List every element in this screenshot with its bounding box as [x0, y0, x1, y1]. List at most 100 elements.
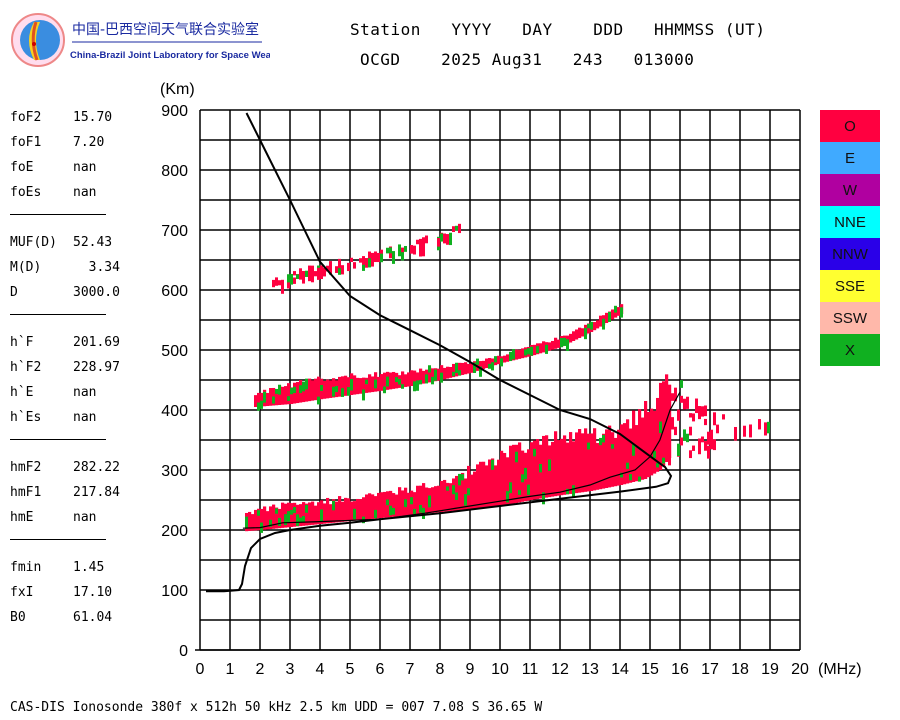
- echo-mark-x: [416, 380, 419, 391]
- echo-mark-o: [365, 494, 369, 520]
- echo-mark-x: [461, 474, 464, 481]
- echo-mark-o: [554, 337, 558, 349]
- param-label: hmE: [10, 510, 34, 525]
- echo-mark: [281, 281, 284, 294]
- echo-mark: [695, 404, 698, 414]
- echo-mark-x: [440, 372, 443, 383]
- x-tick-label: 6: [376, 661, 385, 678]
- param-value: nan: [73, 185, 97, 200]
- echo-mark-x: [626, 462, 629, 469]
- x-tick-label: 4: [316, 661, 325, 678]
- echo-mark: [365, 258, 368, 268]
- echo-mark-x: [353, 508, 356, 520]
- echo-mark-o: [374, 496, 378, 519]
- echo-mark: [326, 265, 329, 272]
- echo-mark-o: [380, 374, 384, 391]
- echo-mark-o: [344, 375, 348, 396]
- y-tick-label: 200: [161, 523, 188, 540]
- param-label: foF1: [10, 135, 42, 150]
- echo-mark-o: [656, 397, 660, 472]
- echo-mark-o: [569, 333, 573, 343]
- param-label: M(D): [10, 260, 42, 275]
- lab-logo: 中国-巴西空间天气联合实验室 China-Brazil Joint Labora…: [11, 13, 270, 67]
- echo-mark-o: [293, 382, 297, 404]
- echo-mark: [767, 421, 770, 434]
- echo-mark-o: [395, 494, 399, 517]
- echo-mark-x: [545, 344, 548, 354]
- echo-mark-x: [530, 346, 533, 356]
- echo-mark: [677, 409, 680, 421]
- echo-mark: [338, 258, 341, 269]
- param-label: h`F2: [10, 360, 42, 375]
- echo-mark-o: [452, 363, 456, 378]
- echo-mark: [416, 239, 419, 245]
- echo-mark-o: [548, 342, 552, 351]
- param-value: 52.43: [73, 235, 113, 250]
- echo-mark: [308, 265, 311, 279]
- echo-mark: [311, 265, 314, 275]
- echo-mark-o: [344, 497, 348, 522]
- echo-mark-o: [293, 502, 297, 527]
- echo-mark-o: [593, 322, 597, 331]
- echo-mark-x: [509, 351, 512, 362]
- x-tick-label: 8: [436, 661, 445, 678]
- echo-mark: [704, 405, 707, 417]
- echo-mark-x: [413, 381, 416, 392]
- echo-mark-o: [257, 508, 261, 531]
- echo-mark-o: [281, 502, 285, 528]
- echo-mark-x: [431, 376, 434, 385]
- echo-mark-x: [305, 378, 308, 390]
- legend-item-e: E: [820, 142, 880, 174]
- echo-mark-x: [419, 504, 422, 513]
- param-value: 3000.0: [73, 285, 120, 300]
- x-tick-label: 17: [701, 661, 719, 678]
- echo-mark: [704, 418, 707, 426]
- param-value: 217.84: [73, 485, 120, 500]
- echo-mark: [278, 280, 281, 286]
- polarization-legend: O E W NNE NNW SSE SSW X: [820, 110, 880, 366]
- echo-mark: [680, 437, 683, 446]
- legend-item-nne: NNE: [820, 206, 880, 238]
- echo-mark-o: [332, 499, 336, 523]
- echo-mark-o: [467, 363, 471, 374]
- legend-item-ssw: SSW: [820, 302, 880, 334]
- echo-mark-o: [356, 377, 360, 395]
- echo-mark-o: [383, 491, 387, 518]
- echo-mark: [743, 425, 746, 437]
- echo-mark-x: [452, 371, 455, 377]
- echo-mark: [668, 451, 671, 460]
- echo-mark-x: [320, 509, 323, 522]
- param-label: foF2: [10, 110, 42, 125]
- echo-mark: [335, 266, 338, 273]
- echo-mark-o: [266, 392, 270, 406]
- echo-mark: [389, 247, 392, 254]
- echo-mark-o: [485, 358, 489, 368]
- echo-mark-x: [518, 490, 521, 495]
- echo-mark-x: [509, 482, 512, 494]
- echo-mark-x: [287, 511, 290, 522]
- echo-mark-o: [551, 340, 555, 350]
- param-value: 15.70: [73, 110, 113, 125]
- y-tick-label: 700: [161, 223, 188, 240]
- echo-mark-o: [416, 372, 420, 385]
- echo-mark-x: [272, 396, 275, 404]
- echo-mark-o: [554, 431, 558, 497]
- echo-mark-x: [521, 474, 524, 483]
- echo-mark-o: [551, 441, 555, 497]
- echo-mark-o: [644, 400, 648, 479]
- echo-mark: [392, 251, 395, 256]
- echo-mark-x: [347, 387, 350, 396]
- echo-mark-x: [245, 516, 248, 529]
- echo-mark-o: [566, 442, 570, 495]
- echo-mark: [446, 234, 449, 245]
- echo-mark-o: [557, 339, 561, 348]
- echo-mark-x: [293, 386, 296, 394]
- echo-mark-o: [326, 379, 330, 399]
- echo-mark-o: [365, 377, 369, 393]
- echo-mark-o: [341, 501, 345, 522]
- echo-mark-o: [425, 487, 429, 514]
- echo-mark-x: [287, 396, 290, 401]
- echo-mark: [293, 271, 296, 276]
- echo-mark-o: [392, 371, 396, 389]
- echo-mark-x: [263, 391, 266, 403]
